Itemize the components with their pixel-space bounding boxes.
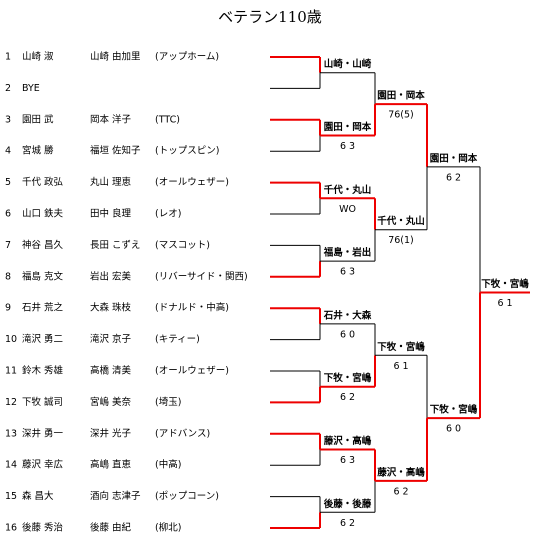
club: (キティー) <box>155 334 200 345</box>
match-winner: 藤沢・高嶋 <box>377 466 425 478</box>
player: 深井 光子 <box>90 427 132 439</box>
match-winner: 後藤・後藤 <box>324 498 372 510</box>
player: 後藤 秀治 <box>22 522 63 534</box>
seed: 9 <box>5 303 11 314</box>
seed: 6 <box>5 209 11 220</box>
club: (アップホーム) <box>155 52 219 63</box>
player: 宮城 勝 <box>22 145 54 157</box>
match-score: 6 3 <box>340 141 355 152</box>
match-score: 6 2 <box>340 518 355 529</box>
match-winner: 下牧・宮嶋 <box>481 278 529 290</box>
seed: 12 <box>5 397 17 408</box>
club: (中高) <box>155 459 181 471</box>
match-winner: 下牧・宮嶋 <box>377 341 425 353</box>
player: 藤沢 幸広 <box>22 459 63 471</box>
player: 宮嶋 美奈 <box>90 396 132 408</box>
match-score: 6 2 <box>393 486 408 497</box>
player: 岩出 宏美 <box>90 270 132 282</box>
player: 千代 政弘 <box>22 176 64 188</box>
player: 田中 良理 <box>90 208 132 220</box>
player: BYE <box>22 83 40 94</box>
match-winner: 下牧・宮嶋 <box>324 372 372 384</box>
player: 滝沢 京子 <box>90 333 132 345</box>
match-winner: 千代・丸山 <box>324 184 372 196</box>
seed: 2 <box>5 83 11 94</box>
club: (柳北) <box>155 522 181 534</box>
match-score: 6 2 <box>446 172 461 183</box>
seed: 14 <box>5 460 17 471</box>
match-score: 6 2 <box>340 392 355 403</box>
club: (アドバンス) <box>155 428 210 439</box>
player: 山口 鉄夫 <box>22 208 64 220</box>
club: (ドナルド・中高) <box>155 302 229 314</box>
club: (マスコット) <box>155 240 210 251</box>
seed: 13 <box>5 428 17 439</box>
player: 森 昌大 <box>22 490 54 502</box>
match-score: 6 0 <box>446 424 461 435</box>
club: (オールウェザー) <box>155 177 229 188</box>
club: (TTC) <box>155 114 180 125</box>
match-score: 6 1 <box>497 298 512 309</box>
seed: 11 <box>5 366 17 377</box>
club: (トップスピン) <box>155 146 219 157</box>
match-score: 6 3 <box>340 267 355 278</box>
player: 酒向 志津子 <box>90 490 141 502</box>
club: (オールウェザー) <box>155 366 229 377</box>
seed: 3 <box>5 114 11 125</box>
match-winner: 藤沢・高嶋 <box>324 435 372 447</box>
player: 後藤 由紀 <box>90 522 132 534</box>
player: 園田 武 <box>22 113 54 125</box>
player: 山崎 淑 <box>22 51 54 63</box>
player: 神谷 昌久 <box>22 239 64 251</box>
match-winner: 園田・岡本 <box>324 121 372 133</box>
match-winner: 山崎・山崎 <box>324 58 372 70</box>
seed: 8 <box>5 271 11 282</box>
match-score: 6 3 <box>340 455 355 466</box>
player: 滝沢 勇二 <box>22 333 63 345</box>
match-score: 76(1) <box>388 235 414 246</box>
player: 福島 克文 <box>22 270 64 282</box>
match-winner: 下牧・宮嶋 <box>430 404 478 416</box>
match-score: WO <box>339 204 356 215</box>
player: 高橋 清美 <box>90 365 132 377</box>
match-winner: 園田・岡本 <box>430 152 478 164</box>
player: 大森 珠枝 <box>90 302 132 314</box>
club: (ポップコーン) <box>155 491 219 502</box>
seed: 16 <box>5 523 17 534</box>
player: 高嶋 直恵 <box>90 459 132 471</box>
club: (埼玉) <box>155 396 181 408</box>
seed: 7 <box>5 240 11 251</box>
player: 石井 荒之 <box>22 302 64 314</box>
player: 長田 こずえ <box>90 240 140 251</box>
seed: 4 <box>5 146 11 157</box>
player: 岡本 洋子 <box>90 113 132 125</box>
club: (レオ) <box>155 209 181 220</box>
seed: 1 <box>5 52 11 63</box>
player: 福垣 佐知子 <box>90 145 141 157</box>
seed: 5 <box>5 177 11 188</box>
player: 山崎 由加里 <box>90 51 141 63</box>
match-winner: 園田・岡本 <box>377 90 425 102</box>
match-score: 76(5) <box>388 110 414 121</box>
club: (リバーサイド・関西) <box>155 271 248 282</box>
title: ベテラン110歳 <box>218 8 322 26</box>
player: 深井 勇一 <box>22 427 64 439</box>
player: 鈴木 秀雄 <box>22 365 64 377</box>
match-winner: 福島・岩出 <box>323 247 372 259</box>
match-score: 6 1 <box>393 361 408 372</box>
player: 丸山 理恵 <box>90 176 132 188</box>
match-winner: 石井・大森 <box>323 309 372 321</box>
seed: 10 <box>5 334 17 345</box>
seed: 15 <box>5 491 17 502</box>
match-winner: 千代・丸山 <box>377 215 425 227</box>
player: 下牧 誠司 <box>22 396 63 408</box>
match-score: 6 0 <box>340 329 355 340</box>
